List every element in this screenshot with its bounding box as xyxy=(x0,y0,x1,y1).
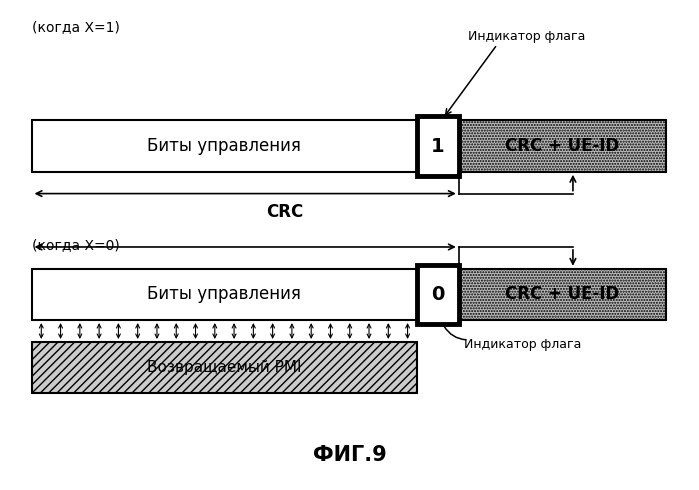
Text: ФИГ.9: ФИГ.9 xyxy=(312,445,387,466)
Text: Биты управления: Биты управления xyxy=(147,137,301,155)
Text: Возвращаемый PMI: Возвращаемый PMI xyxy=(147,360,302,375)
Text: CRC + UE-ID: CRC + UE-ID xyxy=(505,137,620,155)
Text: CRC: CRC xyxy=(266,203,303,221)
Bar xyxy=(31,342,417,393)
Text: 0: 0 xyxy=(431,285,445,304)
Text: (когда X=1): (когда X=1) xyxy=(31,21,120,35)
Text: Индикатор флага: Индикатор флага xyxy=(463,338,581,351)
Bar xyxy=(417,265,459,324)
Text: Биты управления: Биты управления xyxy=(147,286,301,303)
Bar xyxy=(417,117,459,176)
Bar xyxy=(31,121,417,172)
Bar xyxy=(459,269,666,320)
Text: CRC + UE-ID: CRC + UE-ID xyxy=(505,286,620,303)
Bar xyxy=(459,121,666,172)
Bar xyxy=(31,269,417,320)
Text: (когда X=0): (когда X=0) xyxy=(31,238,120,252)
Text: 1: 1 xyxy=(431,137,445,156)
Text: Индикатор флага: Индикатор флага xyxy=(468,30,585,44)
